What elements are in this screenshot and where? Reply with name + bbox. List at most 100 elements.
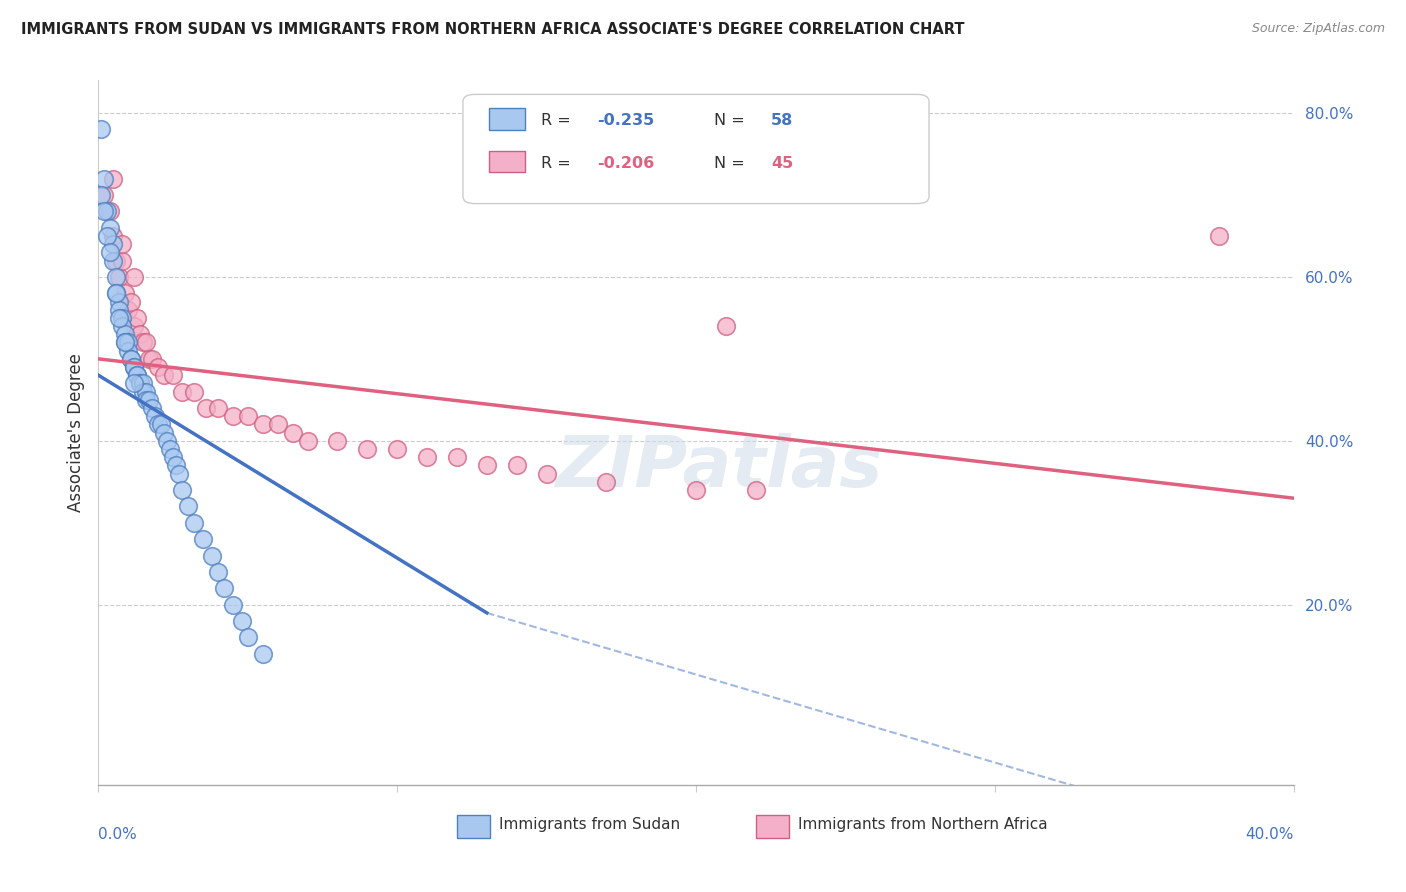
Point <box>595 475 617 489</box>
Point <box>111 310 134 325</box>
Point <box>183 516 205 530</box>
Point <box>132 384 155 399</box>
Point <box>141 351 163 366</box>
Point <box>124 319 146 334</box>
Point <box>124 360 146 375</box>
Point <box>127 368 149 383</box>
Text: Immigrants from Northern Africa: Immigrants from Northern Africa <box>797 817 1047 831</box>
Point <box>162 450 184 465</box>
Point <box>103 171 125 186</box>
Point <box>114 327 136 342</box>
Point <box>148 417 170 432</box>
Point <box>127 368 149 383</box>
Point <box>159 442 181 456</box>
Point <box>150 417 173 432</box>
Point <box>90 122 112 136</box>
Point <box>172 483 194 497</box>
Point <box>153 368 176 383</box>
Point <box>135 392 157 407</box>
Point <box>326 434 349 448</box>
Point <box>98 245 122 260</box>
Text: 58: 58 <box>772 113 793 128</box>
Text: R =: R = <box>541 156 575 170</box>
Point <box>132 376 155 391</box>
Point <box>114 335 136 350</box>
Point <box>120 351 142 366</box>
Point <box>231 614 253 628</box>
Point <box>172 384 194 399</box>
Point <box>207 565 229 579</box>
Point <box>745 483 768 497</box>
Point <box>685 483 707 497</box>
Point <box>153 425 176 440</box>
Point <box>129 376 152 391</box>
Point <box>105 253 128 268</box>
Point <box>162 368 184 383</box>
Point <box>108 310 131 325</box>
Text: Immigrants from Sudan: Immigrants from Sudan <box>499 817 681 831</box>
Point <box>117 302 139 317</box>
Point <box>506 458 529 473</box>
Text: Source: ZipAtlas.com: Source: ZipAtlas.com <box>1251 22 1385 36</box>
Text: R =: R = <box>541 113 575 128</box>
Text: -0.206: -0.206 <box>596 156 654 170</box>
Point <box>138 351 160 366</box>
Point <box>120 294 142 309</box>
Point <box>138 392 160 407</box>
Point <box>103 253 125 268</box>
Point <box>222 598 245 612</box>
Point <box>132 335 155 350</box>
Point <box>114 286 136 301</box>
FancyBboxPatch shape <box>463 95 929 203</box>
Point <box>281 425 304 440</box>
Text: ZIPatlas: ZIPatlas <box>557 434 883 502</box>
Point <box>1208 229 1230 244</box>
Point <box>114 335 136 350</box>
Bar <box>489 109 524 129</box>
Point <box>267 417 290 432</box>
Text: 0.0%: 0.0% <box>98 827 138 842</box>
Point <box>93 204 115 219</box>
Point <box>236 409 259 424</box>
Point <box>93 171 115 186</box>
Point <box>536 467 558 481</box>
Point <box>252 647 274 661</box>
Point <box>222 409 245 424</box>
Point <box>108 294 131 309</box>
Point <box>195 401 218 415</box>
Point <box>111 253 134 268</box>
Point <box>108 302 131 317</box>
Point <box>143 409 166 424</box>
Point <box>103 229 125 244</box>
Point <box>177 500 200 514</box>
Point <box>105 286 128 301</box>
Point <box>111 237 134 252</box>
Point <box>212 582 235 596</box>
Point <box>93 188 115 202</box>
Point <box>183 384 205 399</box>
Point <box>135 384 157 399</box>
Point <box>96 229 118 244</box>
Point <box>297 434 319 448</box>
Point <box>124 269 146 284</box>
Point <box>135 335 157 350</box>
Point <box>201 549 224 563</box>
Point <box>98 204 122 219</box>
Point <box>446 450 468 465</box>
Point <box>252 417 274 432</box>
Text: -0.235: -0.235 <box>596 113 654 128</box>
Point <box>120 351 142 366</box>
Point <box>416 450 439 465</box>
Point <box>108 269 131 284</box>
Point <box>96 204 118 219</box>
Point <box>127 310 149 325</box>
Point <box>475 458 498 473</box>
Point <box>129 327 152 342</box>
Point <box>141 401 163 415</box>
Bar <box>489 151 524 172</box>
Point <box>90 188 112 202</box>
Text: N =: N = <box>714 156 749 170</box>
Bar <box>457 815 491 838</box>
Point <box>105 269 128 284</box>
Text: IMMIGRANTS FROM SUDAN VS IMMIGRANTS FROM NORTHERN AFRICA ASSOCIATE'S DEGREE CORR: IMMIGRANTS FROM SUDAN VS IMMIGRANTS FROM… <box>21 22 965 37</box>
